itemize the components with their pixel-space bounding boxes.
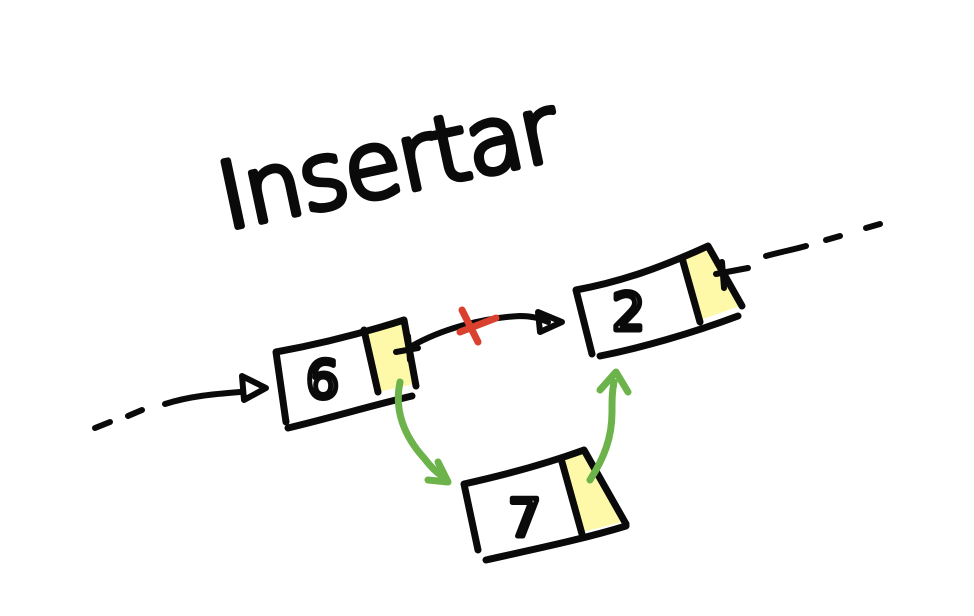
arrow-head-icon	[424, 458, 452, 486]
node-2-pointer-mark	[713, 259, 751, 291]
arrow-head-icon	[535, 309, 565, 335]
title: Insertar	[206, 72, 571, 254]
node-2-value: 2	[612, 283, 645, 343]
node-7-divider	[558, 458, 586, 538]
node-2-divider	[678, 254, 704, 326]
cross-icon	[456, 306, 500, 346]
arrow-head-icon	[596, 368, 632, 396]
new-link-7-to-2	[586, 368, 632, 484]
node-7-box	[460, 446, 630, 564]
new-link-6-to-7	[394, 378, 452, 486]
title-text: Insertar	[209, 75, 568, 251]
node-6-pointer-mark	[393, 333, 421, 363]
removed-link-6-to-2	[409, 306, 565, 349]
node-6: 6	[272, 316, 421, 432]
node-7-value: 7	[508, 489, 541, 549]
node-2-box	[572, 242, 746, 360]
incoming-dashed-link	[92, 373, 269, 431]
node-6-divider	[360, 326, 382, 396]
node-2: 2	[572, 242, 751, 360]
arrow-head-icon	[239, 373, 269, 403]
node-6-box	[272, 316, 420, 432]
node-7: 7	[460, 446, 630, 564]
node-6-value: 6	[306, 351, 339, 411]
outgoing-dashed-link	[763, 221, 883, 259]
